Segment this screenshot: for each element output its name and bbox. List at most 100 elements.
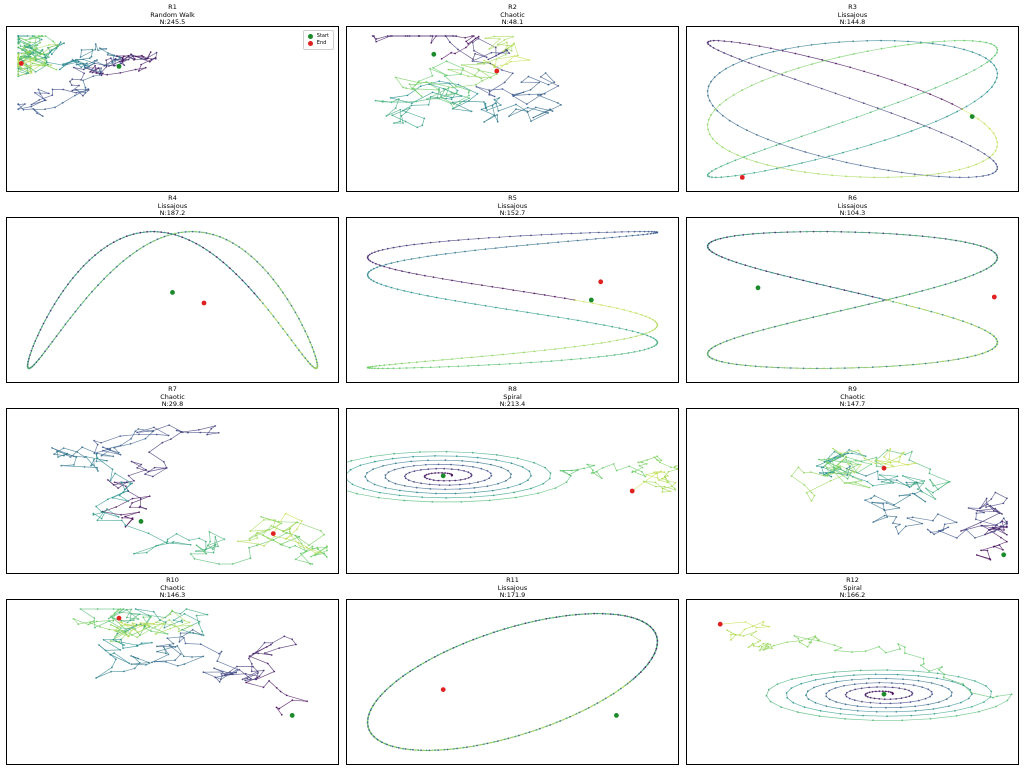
trajectory-point <box>712 47 715 49</box>
trajectory-segment <box>154 467 166 469</box>
trajectory-point <box>876 470 879 473</box>
trajectory-point <box>29 55 32 58</box>
trajectory-point <box>94 48 97 51</box>
trajectory-point <box>447 68 450 71</box>
trajectory-point <box>235 244 238 246</box>
trajectory-point <box>950 238 952 241</box>
trajectory-segment <box>40 93 45 101</box>
trajectory-segment <box>898 130 912 137</box>
trajectory-segment <box>105 649 121 651</box>
trajectory-point <box>839 452 842 455</box>
trajectory-segment <box>82 446 98 454</box>
trajectory-segment <box>991 82 996 88</box>
trajectory-point <box>674 465 677 467</box>
trajectory-point <box>916 122 919 124</box>
trajectory-point <box>726 236 728 239</box>
trajectory-point <box>864 366 867 369</box>
trajectory-point <box>674 489 677 491</box>
trajectory-point <box>481 79 484 82</box>
trajectory-point <box>996 340 999 343</box>
trajectory-segment <box>472 42 475 51</box>
trajectory-segment <box>374 458 393 462</box>
trajectory-segment <box>180 608 187 615</box>
trajectory-point <box>391 35 393 37</box>
trajectory-point <box>93 458 95 461</box>
trajectory-point <box>435 467 438 470</box>
trajectory-point <box>864 294 867 296</box>
trajectory-point <box>167 232 170 234</box>
trajectory-point <box>189 553 192 555</box>
trajectory-point <box>757 330 759 333</box>
trajectory-point <box>50 64 52 66</box>
trajectory-segment <box>721 176 728 178</box>
trajectory-point <box>309 563 311 565</box>
trajectory-point <box>583 300 585 303</box>
trajectory-point <box>755 161 758 163</box>
trajectory-point <box>272 526 275 529</box>
trajectory-point <box>742 233 745 236</box>
trajectory-point <box>370 367 373 370</box>
trajectory-point <box>514 496 517 499</box>
trajectory-point <box>421 242 424 245</box>
trajectory-point <box>17 70 20 73</box>
trajectory-segment <box>821 88 836 94</box>
trajectory-point <box>131 518 134 521</box>
trajectory-point <box>139 247 142 250</box>
trajectory-point <box>34 48 36 50</box>
trajectory-point <box>720 165 722 168</box>
trajectory-point <box>17 108 20 111</box>
trajectory-segment <box>606 354 615 357</box>
trajectory-segments <box>707 40 998 178</box>
trajectory-segment <box>850 462 858 473</box>
trajectory-segment <box>113 480 135 486</box>
trajectory-point <box>84 86 87 89</box>
trajectory-point <box>36 334 39 337</box>
trajectory-point <box>191 240 194 243</box>
trajectory-point <box>124 515 126 518</box>
trajectory-segment <box>729 120 738 126</box>
trajectory-segment <box>185 643 201 645</box>
trajectory-segment <box>846 175 861 178</box>
trajectory-segment <box>530 234 542 236</box>
trajectory-segment <box>852 476 868 482</box>
trajectory-segment <box>785 67 799 73</box>
trajectory-point <box>944 238 947 240</box>
trajectory-segment <box>42 49 46 58</box>
trajectory-point <box>990 57 993 60</box>
trajectory-point <box>294 311 297 314</box>
trajectory-point <box>484 102 487 105</box>
end-marker <box>629 488 635 494</box>
trajectory-point <box>934 498 937 500</box>
trajectory-point <box>781 49 784 52</box>
trajectory-point <box>32 52 35 54</box>
trajectory-point <box>859 176 862 178</box>
trajectory-point <box>519 483 521 486</box>
trajectory-point <box>41 325 43 328</box>
trajectory-point <box>282 328 284 330</box>
trajectory-segment <box>533 108 551 118</box>
trajectory-point <box>905 484 908 487</box>
trajectory-point <box>34 71 37 73</box>
trajectory-point <box>112 455 115 458</box>
trajectory-segment <box>93 465 99 472</box>
trajectory-point <box>842 151 844 154</box>
trajectory-point <box>953 39 956 42</box>
trajectory-point <box>962 357 964 360</box>
trajectory-point <box>153 466 156 469</box>
trajectory-point <box>90 55 93 58</box>
trajectory-point <box>142 56 145 58</box>
trajectory-point <box>205 232 208 234</box>
trajectory-point <box>34 91 36 94</box>
trajectory-point <box>615 469 618 472</box>
trajectory-point <box>983 153 986 155</box>
trajectory-point <box>144 437 147 440</box>
trajectory-segment <box>863 102 878 109</box>
trajectory-point <box>106 53 109 56</box>
trajectory-point <box>606 231 608 234</box>
trajectory-segment <box>73 455 85 458</box>
trajectory-point <box>823 367 825 370</box>
trajectory-points <box>17 35 158 117</box>
trajectory-point <box>275 318 277 321</box>
trajectory-point <box>933 236 936 239</box>
trajectory-point <box>470 475 472 478</box>
